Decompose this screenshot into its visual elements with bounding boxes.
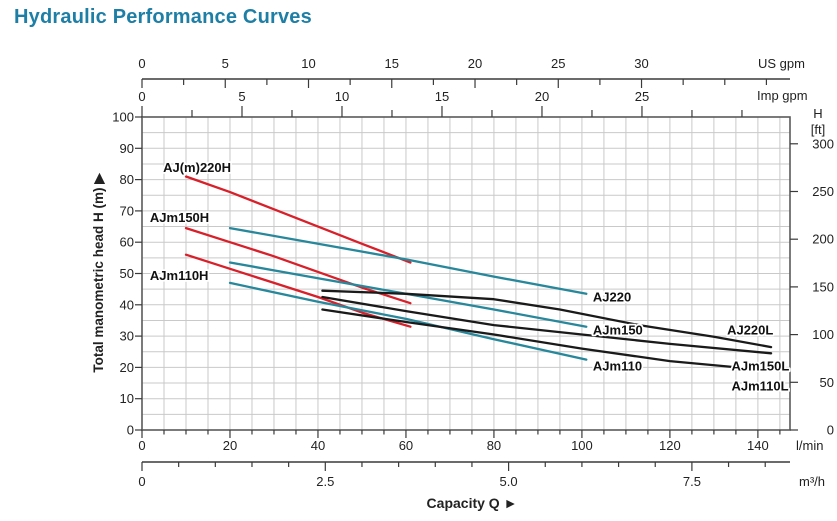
m3h-unit-label: m³/h (799, 474, 825, 489)
tick-label: 30 (634, 56, 648, 71)
tick-label: 100 (112, 110, 134, 125)
tick-label: 0 (138, 56, 145, 71)
curve-AJm110L (321, 308, 773, 372)
curve-label-AJm150L: AJm150L (731, 359, 789, 374)
tick-label: 7.5 (683, 474, 701, 489)
tick-label: 60 (120, 235, 134, 250)
tick-label: 5.0 (500, 474, 518, 489)
tick-label: 20 (535, 89, 549, 104)
capacity-label: Capacity Q ► (427, 495, 518, 511)
page-title: Hydraulic Performance Curves (14, 6, 312, 28)
chart-curves (184, 175, 773, 372)
axis-bottom-lpm: 0 20 40 60 80 100 120 140 l/min (138, 430, 823, 453)
curve-AJ220L (321, 289, 773, 349)
tick-label: 0 (138, 474, 145, 489)
curve-label-AJm110H: AJm110H (150, 268, 209, 283)
curve-label-AJ220L: AJ220L (727, 323, 773, 338)
right-axis-title-ft: [ft] (811, 122, 825, 137)
tick-label: 10 (120, 391, 134, 406)
tick-label: 0 (827, 423, 834, 438)
tick-label: 100 (571, 438, 593, 453)
tick-label: 90 (120, 141, 134, 156)
curve-AJm150H (184, 226, 412, 305)
tick-label: 5 (238, 89, 245, 104)
curve-label-AJm110: AJm110 (593, 359, 642, 374)
tick-label: 120 (659, 438, 681, 453)
tick-label: 25 (551, 56, 565, 71)
tick-label: 20 (223, 438, 237, 453)
curve-AJ(m)220H (184, 175, 412, 264)
curve-AJm110H (184, 253, 412, 328)
tick-label: 30 (120, 329, 134, 344)
tick-label: 80 (487, 438, 501, 453)
axis-top-imp: 0 5 10 15 20 25 Imp gpm (138, 88, 808, 117)
tick-label: 80 (120, 172, 134, 187)
axis-bottom-m3h: 0 2.5 5.0 7.5 m³/h (138, 461, 825, 489)
y-axis-title: Total manometric head H (m) ▶ (91, 172, 106, 373)
curve-AJm110 (228, 281, 588, 361)
axis-right: 0 50 100 150 200 250 300 H[ft] (790, 106, 834, 438)
tick-label: 200 (812, 232, 834, 247)
curve-label-AJm150: AJm150 (593, 323, 643, 338)
tick-label: 300 (812, 136, 834, 151)
chart-grid (142, 117, 790, 430)
us-gpm-unit-label: US gpm (758, 56, 805, 71)
tick-label: 250 (812, 184, 834, 199)
curve-AJ220 (228, 226, 588, 295)
x-axis-title: Capacity Q ► (427, 495, 518, 511)
tick-label: 10 (335, 89, 349, 104)
curve-label-AJm110L: AJm110L (731, 379, 788, 394)
tick-label: 0 (138, 89, 145, 104)
tick-label: 40 (120, 297, 134, 312)
tick-label: 40 (311, 438, 325, 453)
curve-AJm150L (321, 295, 773, 355)
tick-label: 0 (138, 438, 145, 453)
tick-label: 15 (435, 89, 449, 104)
right-axis-title-h: H (813, 106, 822, 121)
imp-gpm-unit-label: Imp gpm (757, 88, 808, 103)
lpm-unit-label: l/min (796, 438, 823, 453)
tick-label: 70 (120, 203, 134, 218)
tick-label: 150 (812, 279, 834, 294)
tick-label: 20 (120, 360, 134, 375)
tick-label: 50 (820, 375, 834, 390)
curve-label-AJ220: AJ220 (593, 290, 631, 305)
tick-label: 10 (301, 56, 315, 71)
tick-label: 15 (385, 56, 399, 71)
curve-label-AJm150H: AJm150H (150, 210, 209, 225)
tick-label: 140 (747, 438, 769, 453)
axis-left: 0 10 20 30 40 50 60 70 80 90 100 Total manometric h… (91, 110, 142, 438)
tick-label: 5 (222, 56, 229, 71)
tick-label: 2.5 (316, 474, 334, 489)
curve-label-AJ(m)220H: AJ(m)220H (163, 160, 231, 175)
tick-label: 50 (120, 266, 134, 281)
tick-label: 20 (468, 56, 482, 71)
tick-label: 25 (635, 89, 649, 104)
tick-label: 0 (127, 423, 134, 438)
tick-label: 60 (399, 438, 413, 453)
axis-top-us: 0 5 10 15 20 25 30 US gpm (138, 56, 805, 88)
curve-labels: AJ(m)220H AJm150H AJm110H AJ220 AJm150 AJm110… (148, 158, 791, 395)
tick-label: 100 (812, 327, 834, 342)
